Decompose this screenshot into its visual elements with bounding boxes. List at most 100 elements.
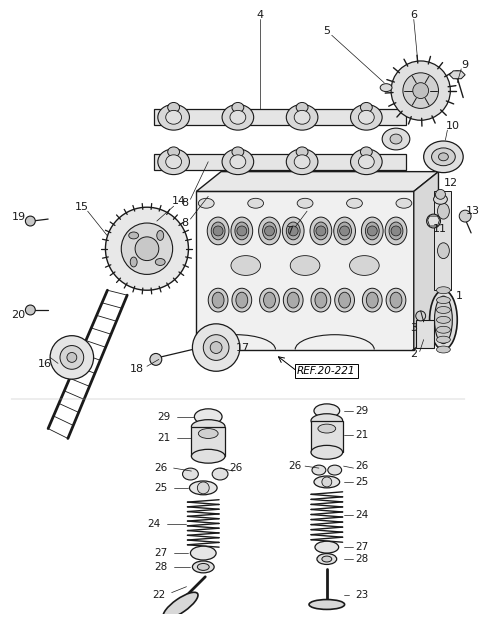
Text: 29: 29 xyxy=(355,406,368,416)
Ellipse shape xyxy=(317,554,336,564)
Ellipse shape xyxy=(390,134,402,144)
Ellipse shape xyxy=(283,288,303,312)
Text: 19: 19 xyxy=(12,212,25,222)
Ellipse shape xyxy=(315,292,327,308)
Ellipse shape xyxy=(288,292,299,308)
Ellipse shape xyxy=(439,153,448,161)
Ellipse shape xyxy=(294,111,310,124)
Circle shape xyxy=(25,305,36,315)
Ellipse shape xyxy=(294,155,310,169)
Text: 4: 4 xyxy=(256,11,263,20)
Ellipse shape xyxy=(432,148,456,166)
Ellipse shape xyxy=(296,103,308,112)
Ellipse shape xyxy=(194,409,222,425)
Ellipse shape xyxy=(318,424,336,433)
Ellipse shape xyxy=(350,149,382,175)
Ellipse shape xyxy=(212,292,224,308)
Ellipse shape xyxy=(158,149,190,175)
Ellipse shape xyxy=(290,256,320,276)
Ellipse shape xyxy=(222,149,254,175)
Ellipse shape xyxy=(192,449,225,463)
Circle shape xyxy=(427,214,441,228)
Polygon shape xyxy=(196,172,439,192)
Circle shape xyxy=(435,190,445,200)
Ellipse shape xyxy=(347,198,362,208)
Circle shape xyxy=(316,226,326,236)
Text: 21: 21 xyxy=(355,430,368,439)
Ellipse shape xyxy=(434,296,452,344)
Ellipse shape xyxy=(230,111,246,124)
Ellipse shape xyxy=(182,468,198,480)
Ellipse shape xyxy=(264,292,276,308)
Ellipse shape xyxy=(436,326,450,333)
Ellipse shape xyxy=(433,195,447,204)
Text: 12: 12 xyxy=(444,179,458,188)
Ellipse shape xyxy=(436,316,450,323)
Ellipse shape xyxy=(380,83,392,91)
Ellipse shape xyxy=(286,222,300,240)
Polygon shape xyxy=(196,192,414,350)
Text: 26: 26 xyxy=(154,463,168,473)
Ellipse shape xyxy=(163,592,198,618)
Text: 21: 21 xyxy=(157,433,170,444)
Text: 6: 6 xyxy=(410,11,417,20)
Ellipse shape xyxy=(168,103,180,112)
Text: 5: 5 xyxy=(324,27,330,36)
Circle shape xyxy=(264,226,275,236)
Ellipse shape xyxy=(436,307,450,313)
Ellipse shape xyxy=(334,217,356,245)
Ellipse shape xyxy=(232,103,244,112)
Circle shape xyxy=(391,226,401,236)
Ellipse shape xyxy=(297,198,313,208)
Text: 14: 14 xyxy=(171,197,186,206)
Ellipse shape xyxy=(437,243,449,258)
Ellipse shape xyxy=(362,288,382,312)
Ellipse shape xyxy=(286,104,318,130)
Ellipse shape xyxy=(365,222,379,240)
Circle shape xyxy=(322,477,332,487)
Ellipse shape xyxy=(452,71,462,78)
Polygon shape xyxy=(449,71,465,78)
Ellipse shape xyxy=(190,481,217,495)
Ellipse shape xyxy=(248,198,264,208)
Text: 26: 26 xyxy=(229,463,242,473)
Text: 27: 27 xyxy=(355,542,368,552)
Circle shape xyxy=(210,342,222,353)
Text: 20: 20 xyxy=(12,310,25,320)
Ellipse shape xyxy=(191,546,216,560)
Polygon shape xyxy=(428,216,440,226)
Ellipse shape xyxy=(192,561,214,573)
Circle shape xyxy=(237,226,247,236)
Text: 17: 17 xyxy=(236,342,250,352)
Ellipse shape xyxy=(436,287,450,294)
Ellipse shape xyxy=(197,564,209,570)
Ellipse shape xyxy=(430,290,457,350)
Circle shape xyxy=(367,226,377,236)
Ellipse shape xyxy=(322,556,332,562)
Ellipse shape xyxy=(335,288,355,312)
Circle shape xyxy=(192,324,240,371)
Ellipse shape xyxy=(311,446,343,459)
Circle shape xyxy=(135,237,159,261)
Ellipse shape xyxy=(212,468,228,480)
Circle shape xyxy=(413,83,429,98)
Ellipse shape xyxy=(230,155,246,169)
Ellipse shape xyxy=(211,222,225,240)
Ellipse shape xyxy=(198,428,218,438)
Ellipse shape xyxy=(166,111,181,124)
Ellipse shape xyxy=(259,217,280,245)
Ellipse shape xyxy=(389,222,403,240)
Circle shape xyxy=(403,73,439,108)
Bar xyxy=(192,426,225,456)
Circle shape xyxy=(213,226,223,236)
Ellipse shape xyxy=(386,288,406,312)
Text: 11: 11 xyxy=(432,224,446,234)
Ellipse shape xyxy=(129,232,139,239)
Ellipse shape xyxy=(385,217,407,245)
Ellipse shape xyxy=(130,257,137,267)
Ellipse shape xyxy=(192,420,225,433)
Ellipse shape xyxy=(349,256,379,276)
Text: 23: 23 xyxy=(355,590,368,599)
Text: 28: 28 xyxy=(154,562,168,572)
Ellipse shape xyxy=(314,476,340,488)
